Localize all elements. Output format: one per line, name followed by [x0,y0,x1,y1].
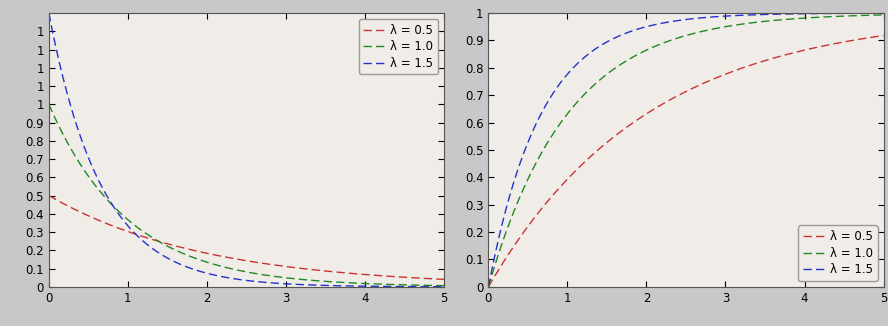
λ = 0.5 [235,258,246,262]
λ = 1.0 [427,284,438,288]
λ = 1.0 [503,223,514,227]
λ = 1.5 [483,285,494,289]
λ = 1.5 [427,285,438,289]
λ = 1.0 [354,281,365,285]
λ = 1.0 [64,143,75,147]
λ = 1.0 [483,285,494,289]
λ = 1.0 [794,16,805,20]
Legend: λ = 0.5, λ = 1.0, λ = 1.5: λ = 0.5, λ = 1.0, λ = 1.5 [798,226,877,281]
λ = 1.0 [235,269,246,273]
λ = 0.5 [503,252,514,256]
λ = 0.5 [439,277,449,281]
λ = 0.5 [878,34,888,37]
λ = 0.5 [44,194,54,198]
λ = 1.0 [226,267,236,271]
λ = 1.5 [503,198,514,202]
λ = 1.0 [44,102,54,106]
λ = 0.5 [427,277,438,281]
λ = 1.5 [878,11,888,15]
λ = 1.5 [44,11,54,15]
λ = 1.5 [665,20,676,24]
λ = 1.0 [439,284,449,288]
λ = 1.0 [665,38,676,42]
Line: λ = 1.0: λ = 1.0 [488,15,884,287]
λ = 0.5 [675,92,686,96]
λ = 0.5 [794,49,805,53]
λ = 1.5 [867,11,877,15]
λ = 0.5 [226,256,236,260]
λ = 1.5 [675,18,686,22]
λ = 0.5 [867,35,877,39]
λ = 0.5 [64,205,75,209]
Legend: λ = 0.5, λ = 1.0, λ = 1.5: λ = 0.5, λ = 1.0, λ = 1.5 [359,19,438,74]
λ = 0.5 [665,98,676,102]
λ = 1.0 [427,284,438,288]
Line: λ = 1.0: λ = 1.0 [49,104,444,286]
λ = 1.0 [867,13,877,17]
λ = 1.0 [867,13,877,17]
λ = 1.5 [439,285,449,289]
λ = 1.5 [64,98,75,102]
λ = 1.0 [675,35,686,39]
λ = 1.0 [878,13,888,17]
Line: λ = 0.5: λ = 0.5 [488,36,884,287]
Line: λ = 1.5: λ = 1.5 [488,13,884,287]
Line: λ = 0.5: λ = 0.5 [49,196,444,279]
λ = 0.5 [483,285,494,289]
Line: λ = 1.5: λ = 1.5 [49,13,444,287]
λ = 1.5 [794,12,805,16]
λ = 1.5 [427,285,438,289]
λ = 1.5 [235,278,246,282]
λ = 1.5 [354,284,365,288]
λ = 1.5 [867,11,877,15]
λ = 1.5 [226,276,236,280]
λ = 0.5 [867,35,877,39]
λ = 0.5 [354,272,365,276]
λ = 0.5 [427,277,438,281]
